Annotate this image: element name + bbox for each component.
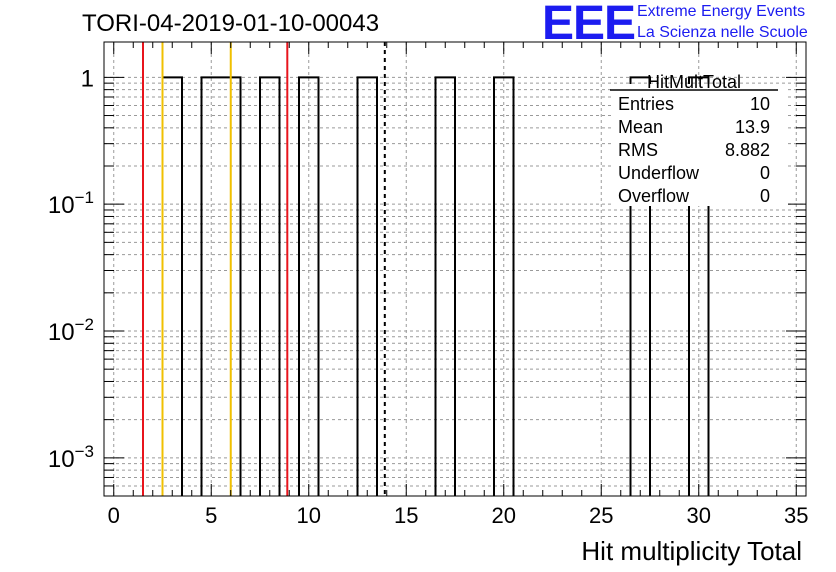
x-tick-label: 0 (108, 503, 120, 528)
histogram-bin (493, 76, 515, 496)
histogram-bin (298, 76, 320, 496)
x-tick-label: 15 (394, 503, 418, 528)
x-tick-label: 30 (687, 503, 711, 528)
stats-row-value: 13.9 (735, 117, 770, 137)
histogram-bin (200, 76, 242, 496)
stats-row-label: Overflow (618, 186, 690, 206)
stats-row-label: Underflow (618, 163, 700, 183)
x-axis-title: Hit multiplicity Total (581, 536, 802, 566)
reference-lines-layer (142, 42, 386, 496)
x-tick-label: 5 (205, 503, 217, 528)
logo-text-line2: La Scienza nelle Scuole (637, 24, 808, 41)
x-tick-label: 35 (784, 503, 808, 528)
stats-row-label: Mean (618, 117, 663, 137)
histogram-bin (259, 76, 281, 496)
histogram-bin (356, 76, 378, 496)
y-tick-label: 10−3 (48, 442, 94, 473)
x-tick-label: 20 (492, 503, 516, 528)
stats-row-value: 0 (760, 163, 770, 183)
stats-row-label: RMS (618, 140, 658, 160)
plot-frame (103, 41, 807, 497)
stats-row-value: 8.882 (725, 140, 770, 160)
stats-box-name: HitMultTotal (647, 72, 741, 92)
eee-logo-mark: EEE (542, 0, 636, 50)
histogram-bin (161, 76, 183, 496)
chart-title: TORI-04-2019-01-10-00043 (82, 10, 380, 37)
stats-box-bg (612, 84, 788, 206)
histogram-bin (629, 76, 651, 496)
stats-rows: Entries 10 Mean 13.9 RMS 8.882 Underflow 0 Overf… (618, 94, 770, 206)
y-tick-label: 10−2 (48, 315, 94, 346)
logo-text-line1: Extreme Energy Events (637, 3, 806, 20)
stats-row-value: 0 (760, 186, 770, 206)
y-tick-label: 1 (81, 65, 94, 92)
stats-row-value: 10 (750, 94, 770, 114)
stats-box: HitMultTotal Entries 10 Mean 13.9 RMS 8.882 Un… (610, 72, 788, 206)
x-tick-label: 10 (297, 503, 321, 528)
histogram-bin (688, 76, 710, 496)
stats-row-label: Entries (618, 94, 674, 114)
ticks-layer (104, 42, 806, 497)
x-tick-label: 25 (589, 503, 613, 528)
y-tick-label: 10−1 (48, 188, 94, 219)
tick-labels-layer: 0 5 10 15 20 25 30 35 1 10−1 10−2 10−3 (48, 65, 809, 528)
histogram-bin (434, 76, 456, 496)
